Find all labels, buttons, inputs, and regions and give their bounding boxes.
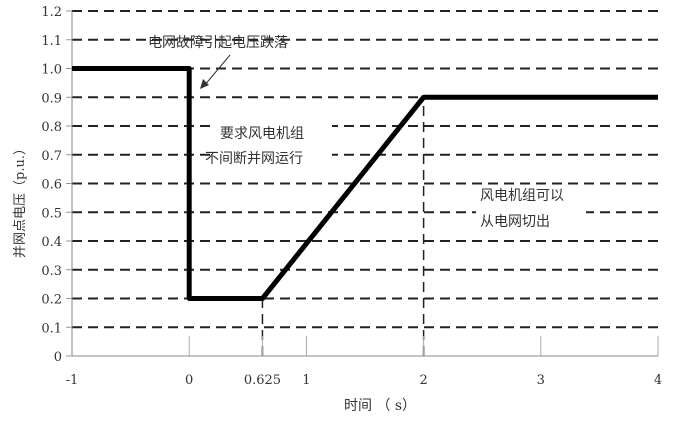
x-tick-label: 2 <box>419 373 427 388</box>
annotations: 电网故障引起电压跌落 要求风电机组 不间断并网运行 风电机组可以 从电网切出 <box>148 35 586 231</box>
grid-lines <box>72 10 658 329</box>
annotation-fault: 电网故障引起电压跌落 <box>148 35 288 51</box>
annotation-disconnect-2: 从电网切出 <box>480 214 550 230</box>
x-axis-label: 时间 （ s） <box>344 398 416 414</box>
annotation-arrow <box>203 54 231 87</box>
y-tick-label: 0.3 <box>41 264 62 279</box>
annotation-disconnect-1: 风电机组可以 <box>480 188 564 204</box>
x-tick-label: 0 <box>185 373 193 388</box>
arrow-head-icon <box>200 79 209 89</box>
y-tick-label: 1.0 <box>41 63 62 78</box>
y-tick-label: 1.2 <box>41 5 62 20</box>
voltage-curve <box>72 66 658 301</box>
x-tick-label: -1 <box>66 373 79 388</box>
x-tick-label: 4 <box>654 373 662 388</box>
x-tick-label: 3 <box>537 373 545 388</box>
y-axis-label: 并网点电压（p.u.） <box>13 142 28 258</box>
y-tick-label: 0.4 <box>41 235 62 250</box>
x-tick-label: 1 <box>302 373 310 388</box>
y-tick-label: 0.2 <box>41 293 62 308</box>
y-tick-label: 0.9 <box>41 91 62 106</box>
y-tick-label: 0.7 <box>41 149 62 164</box>
y-tick-label: 1.1 <box>41 34 62 49</box>
annotation-ride-through-1: 要求风电机组 <box>220 126 304 142</box>
y-tick-label: 0 <box>54 350 62 365</box>
y-tick-label: 0.1 <box>41 321 62 336</box>
y-tick-label: 0.5 <box>41 206 62 221</box>
series <box>72 66 658 301</box>
x-tick-label: 0.625 <box>244 373 281 388</box>
tick-labels: 0 0.1 0.2 0.3 0.4 0.5 0.6 0.7 0.8 0.9 1.0 1.1 1.2 -1 0… <box>41 5 662 388</box>
y-tick-label: 0.6 <box>41 178 62 193</box>
y-tick-label: 0.8 <box>41 120 62 135</box>
annotation-ride-through-2: 不间断并网运行 <box>205 151 303 167</box>
